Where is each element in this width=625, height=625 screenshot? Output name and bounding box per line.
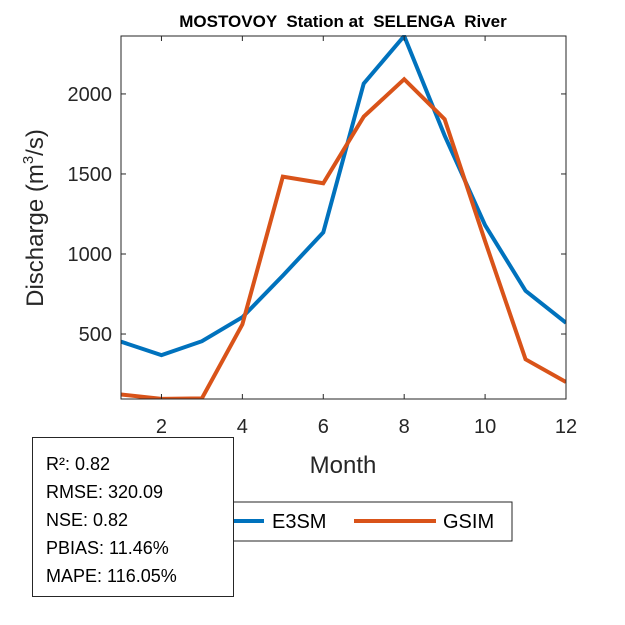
series-line-gsim <box>121 76 566 399</box>
y-axis-label-main: Discharge (m <box>22 164 49 307</box>
x-tick-label: 2 <box>156 416 167 438</box>
y-tick-label: 2000 <box>68 84 113 106</box>
x-tick-label: 10 <box>474 416 496 438</box>
plot-area <box>121 36 566 399</box>
stat-nse: NSE: 0.82 <box>46 510 129 530</box>
stat-pbias: PBIAS: 11.46% <box>46 538 169 558</box>
stat-r2: R²: 0.82 <box>46 454 111 474</box>
axes-box <box>120 35 567 400</box>
y-axis: 500 1000 1500 2000 <box>68 84 566 346</box>
stat-mape: MAPE: 116.05% <box>46 566 177 586</box>
legend-label-e3sm: E3SM <box>272 511 326 533</box>
y-axis-label: Discharge (m3/s) <box>20 129 49 307</box>
y-axis-label-superscript: 3 <box>20 156 37 164</box>
y-axis-label-unit: /s) <box>22 129 49 156</box>
y-tick-label: 1000 <box>68 244 113 266</box>
x-tick-label: 8 <box>399 416 410 438</box>
x-tick-label: 12 <box>555 416 577 438</box>
chart-title: MOSTOVOY Station at SELENGA River <box>179 12 507 31</box>
stat-rmse: RMSE: 320.09 <box>46 482 164 502</box>
y-tick-label: 1500 <box>68 164 113 186</box>
legend-label-gsim: GSIM <box>443 511 494 533</box>
x-tick-label: 6 <box>318 416 329 438</box>
x-axis: 2 4 6 8 10 12 <box>156 36 577 438</box>
x-axis-label: Month <box>310 452 377 479</box>
x-tick-label: 4 <box>237 416 248 438</box>
series-layer <box>121 35 566 399</box>
stats-box: R²: 0.82 RMSE: 320.09 NSE: 0.82 PBIAS: 1… <box>32 437 234 597</box>
series-line-e3sm <box>121 35 566 358</box>
y-tick-label: 500 <box>79 324 112 346</box>
